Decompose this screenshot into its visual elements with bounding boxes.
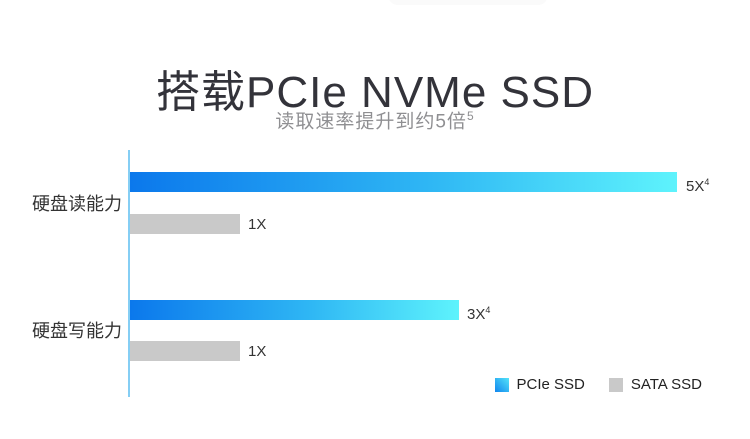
category-label-read: 硬盘读能力 (32, 194, 122, 214)
category-label-write: 硬盘写能力 (32, 321, 122, 341)
subtitle-footnote-marker: 5 (466, 109, 475, 123)
bar-write-sata-ssd (130, 341, 240, 361)
legend-label-pcie: PCIe SSD (516, 376, 585, 393)
value-label-read-sata: 1X (248, 217, 266, 232)
value-text: 1X (248, 343, 267, 360)
legend-item-pcie-ssd: PCIe SSD (494, 376, 585, 393)
value-text: 3X (467, 306, 486, 323)
subtitle-text: 读取速率提升到约5倍 (275, 111, 467, 133)
top-edge-remnant (388, 0, 548, 5)
bar-read-sata-ssd (130, 214, 240, 234)
legend-swatch-pcie-icon (494, 378, 509, 392)
value-text: 5X (686, 178, 705, 195)
value-label-read-pcie: 5X4 (686, 175, 709, 194)
value-text: 1X (248, 216, 267, 233)
legend-swatch-sata-icon (608, 378, 623, 392)
legend-item-sata-ssd: SATA SSD (608, 376, 702, 393)
chart-legend: PCIe SSD SATA SSD (494, 376, 702, 393)
value-label-write-sata: 1X (248, 344, 266, 359)
page-title: 搭载PCIe NVMe SSD (156, 68, 594, 118)
value-footnote-marker: 4 (485, 305, 491, 315)
y-axis-line (128, 150, 130, 397)
bar-write-pcie-ssd (130, 300, 459, 320)
bar-read-pcie-ssd (130, 172, 677, 192)
value-label-write-pcie: 3X4 (467, 303, 490, 322)
value-footnote-marker: 4 (704, 177, 710, 187)
page-subtitle: 读取速率提升到约5倍5 (0, 103, 750, 135)
legend-label-sata: SATA SSD (630, 376, 702, 393)
